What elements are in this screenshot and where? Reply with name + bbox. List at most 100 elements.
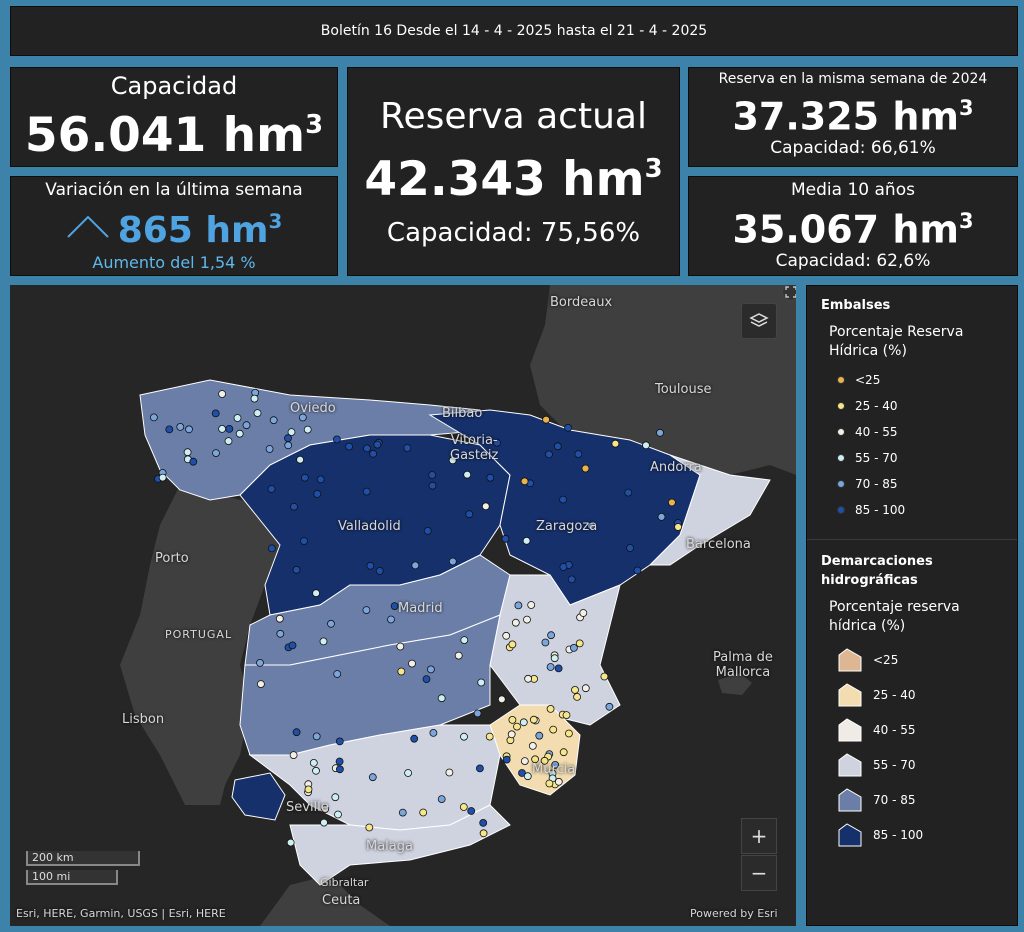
- reservoir-point[interactable]: [581, 464, 590, 473]
- reservoir-point[interactable]: [410, 734, 419, 743]
- reservoir-point[interactable]: [345, 442, 354, 451]
- reservoir-point[interactable]: [375, 567, 384, 575]
- reservoir-point[interactable]: [570, 643, 578, 652]
- reservoir-point[interactable]: [286, 838, 295, 847]
- reservoir-point[interactable]: [303, 425, 312, 434]
- reservoir-point[interactable]: [276, 629, 285, 638]
- reservoir-point[interactable]: [292, 728, 301, 737]
- reservoir-point[interactable]: [426, 665, 435, 674]
- reservoir-point[interactable]: [575, 639, 584, 648]
- reservoir-point[interactable]: [387, 615, 395, 624]
- reservoir-point[interactable]: [335, 737, 344, 746]
- reservoir-point[interactable]: [165, 425, 174, 434]
- reservoir-point[interactable]: [419, 808, 428, 817]
- reservoir-point[interactable]: [485, 732, 494, 741]
- reservoir-point[interactable]: [542, 415, 550, 424]
- reservoir-point[interactable]: [642, 441, 650, 450]
- reservoir-point[interactable]: [559, 563, 568, 571]
- reservoir-point[interactable]: [454, 651, 463, 660]
- reservoir-point[interactable]: [365, 823, 374, 832]
- reservoir-point[interactable]: [545, 779, 554, 788]
- basemap[interactable]: [10, 285, 796, 926]
- reservoir-point[interactable]: [550, 654, 559, 663]
- map-view[interactable]: Bordeaux Toulouse Oviedo Bilbao Vitoria-…: [10, 285, 796, 926]
- reservoir-point[interactable]: [448, 557, 457, 566]
- reservoir-point[interactable]: [546, 663, 555, 671]
- reservoir-point[interactable]: [408, 659, 416, 668]
- reservoir-point[interactable]: [513, 722, 521, 731]
- reservoir-point[interactable]: [523, 772, 532, 781]
- reservoir-point[interactable]: [605, 702, 614, 711]
- reservoir-point[interactable]: [369, 449, 378, 458]
- reservoir-point[interactable]: [149, 413, 158, 422]
- reservoir-point[interactable]: [428, 481, 437, 490]
- reservoir-point[interactable]: [477, 678, 486, 687]
- reservoir-point[interactable]: [479, 819, 488, 827]
- reservoir-point[interactable]: [428, 471, 437, 479]
- reservoir-point[interactable]: [300, 473, 309, 482]
- reservoir-point[interactable]: [300, 537, 308, 546]
- reservoir-point[interactable]: [520, 477, 529, 486]
- reservoir-point[interactable]: [463, 470, 472, 479]
- reservoir-point[interactable]: [554, 664, 563, 673]
- reservoir-point[interactable]: [397, 667, 406, 676]
- reservoir-point[interactable]: [362, 606, 371, 615]
- reservoir-point[interactable]: [445, 768, 454, 777]
- reservoir-point[interactable]: [549, 725, 558, 734]
- reservoir-point[interactable]: [587, 521, 595, 530]
- reservoir-point[interactable]: [531, 755, 539, 764]
- reservoir-point[interactable]: [581, 684, 590, 693]
- reservoir-point[interactable]: [327, 619, 335, 628]
- reservoir-point[interactable]: [321, 805, 330, 813]
- reservoir-point[interactable]: [564, 423, 572, 432]
- reservoir-point[interactable]: [242, 421, 251, 430]
- reservoir-point[interactable]: [176, 422, 185, 431]
- reservoir-point[interactable]: [508, 715, 517, 724]
- reservoir-point[interactable]: [502, 755, 511, 764]
- reservoir-point[interactable]: [422, 675, 431, 684]
- reservoir-point[interactable]: [535, 731, 544, 740]
- reservoir-point[interactable]: [437, 694, 446, 703]
- reservoir-point[interactable]: [524, 674, 532, 683]
- reservoir-point[interactable]: [309, 758, 318, 767]
- reservoir-point[interactable]: [373, 440, 382, 449]
- reservoir-point[interactable]: [437, 795, 446, 803]
- reservoir-point[interactable]: [333, 670, 342, 678]
- reservoir-point[interactable]: [189, 457, 198, 466]
- reservoir-point[interactable]: [571, 685, 579, 694]
- reservoir-points[interactable]: [149, 388, 682, 847]
- reservoir-point[interactable]: [459, 803, 468, 811]
- reservoir-point[interactable]: [674, 523, 682, 531]
- reservoir-point[interactable]: [332, 435, 341, 444]
- reservoir-point[interactable]: [158, 473, 167, 482]
- reservoir-point[interactable]: [218, 424, 227, 433]
- reservoir-point[interactable]: [573, 692, 581, 701]
- reservoir-point[interactable]: [501, 534, 510, 543]
- reservoir-point[interactable]: [473, 709, 482, 718]
- reservoir-point[interactable]: [269, 416, 278, 425]
- reservoir-point[interactable]: [298, 413, 307, 422]
- reservoir-point[interactable]: [611, 439, 620, 448]
- reservoir-point[interactable]: [551, 760, 560, 769]
- reservoir-point[interactable]: [522, 536, 531, 545]
- zoom-out-button[interactable]: −: [741, 855, 777, 891]
- reservoir-point[interactable]: [519, 718, 528, 727]
- reservoir-point[interactable]: [335, 765, 344, 774]
- reservoir-point[interactable]: [518, 769, 526, 777]
- reservoir-point[interactable]: [185, 425, 193, 434]
- reservoir-point[interactable]: [398, 808, 407, 817]
- reservoir-point[interactable]: [312, 766, 320, 775]
- reservoir-point[interactable]: [218, 390, 227, 398]
- reservoir-point[interactable]: [514, 601, 523, 610]
- reservoir-point[interactable]: [396, 642, 405, 651]
- reservoir-point[interactable]: [624, 488, 633, 497]
- reservoir-point[interactable]: [545, 450, 553, 459]
- reservoir-point[interactable]: [404, 769, 413, 777]
- reservoir-point[interactable]: [502, 631, 511, 640]
- reservoir-point[interactable]: [546, 704, 555, 713]
- reservoir-point[interactable]: [224, 437, 233, 446]
- reservoir-point[interactable]: [540, 756, 549, 765]
- layers-button[interactable]: [741, 303, 777, 339]
- reservoir-point[interactable]: [319, 637, 328, 646]
- reservoir-point[interactable]: [362, 487, 371, 496]
